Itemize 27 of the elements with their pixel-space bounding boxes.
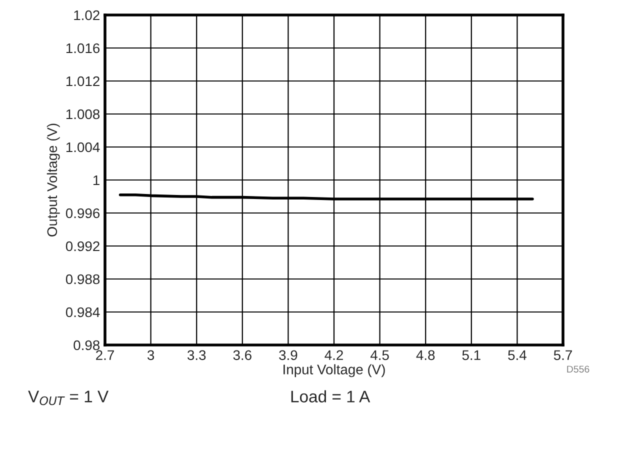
y-tick-label: 1.016 bbox=[66, 43, 100, 54]
y-tick-label: 0.984 bbox=[66, 307, 100, 318]
x-tick-label: 3.6 bbox=[233, 350, 252, 360]
y-tick-label: 0.98 bbox=[74, 340, 100, 350]
x-tick-label: 4.5 bbox=[370, 350, 389, 360]
y-tick-label: 0.996 bbox=[66, 208, 100, 218]
y-tick-label: 1.02 bbox=[74, 10, 100, 20]
text: Load = 1 A bbox=[291, 390, 370, 402]
y-tick-label: 1 bbox=[93, 175, 100, 186]
x-tick-label: 3 bbox=[147, 350, 154, 360]
y-tick-label: 1.012 bbox=[66, 76, 100, 86]
y-tick-label: 0.988 bbox=[66, 274, 100, 284]
y-tick-label: 1.008 bbox=[66, 109, 100, 120]
x-tick-label: 2.7 bbox=[96, 350, 114, 360]
x-tick-label: 4.8 bbox=[416, 350, 435, 360]
x-tick-label: 3.3 bbox=[187, 350, 206, 360]
y-axis-title: Output Voltage (V) bbox=[46, 124, 60, 236]
y-tick-label: 0.992 bbox=[66, 241, 100, 252]
x-tick-label: 5.1 bbox=[462, 350, 480, 360]
x-tick-label: 4.2 bbox=[324, 350, 343, 360]
x-tick-label: 5.7 bbox=[554, 350, 572, 360]
x-tick-label: 5.4 bbox=[508, 350, 526, 360]
x-tick-label: 3.9 bbox=[279, 350, 298, 360]
x-axis-title: Input Voltage (V) bbox=[284, 364, 385, 378]
text: D556 bbox=[567, 366, 590, 373]
y-tick-label: 1.004 bbox=[66, 142, 100, 152]
text: V$_{OUT}$ = 1 V bbox=[28, 390, 109, 406]
